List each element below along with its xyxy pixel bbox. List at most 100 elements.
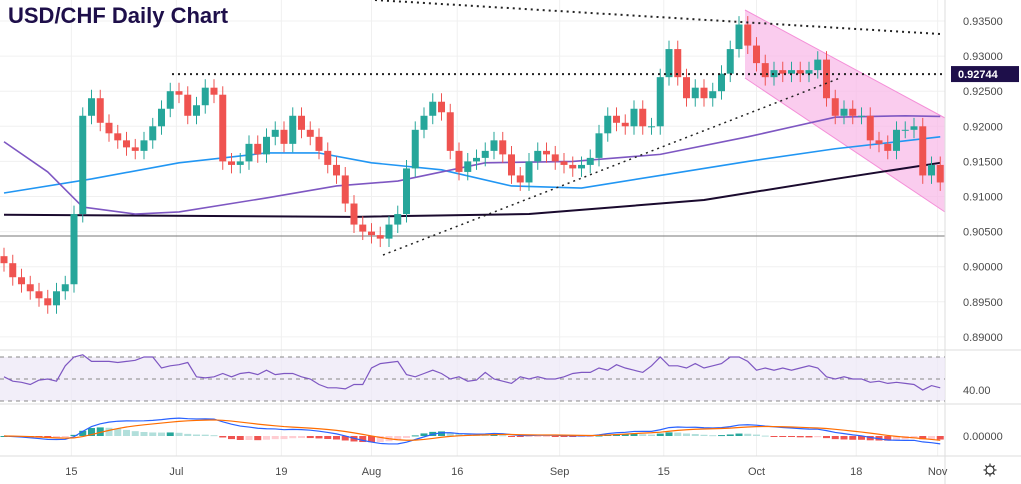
candle (718, 65, 725, 100)
candle-body (228, 161, 235, 165)
gear-tooth (992, 472, 996, 476)
macd-histogram-bar (140, 431, 148, 436)
candle (700, 79, 708, 107)
macd-histogram-bar (569, 436, 577, 437)
candle (44, 289, 52, 314)
candle-body (96, 98, 104, 123)
candle-body (438, 101, 445, 113)
candle-body (490, 140, 498, 151)
candle (315, 128, 323, 160)
candle-body (884, 143, 892, 151)
candle (219, 86, 227, 170)
macd-histogram-bar (543, 436, 550, 437)
macd-histogram-bar (403, 436, 410, 438)
resistance-trendline (374, 0, 941, 35)
candle (849, 100, 857, 125)
settings-gear-icon[interactable] (983, 463, 997, 477)
candle-body (893, 129, 900, 151)
candle (928, 156, 935, 184)
time-tick-label: Jul (169, 466, 183, 478)
candle (166, 82, 174, 118)
candle (534, 142, 542, 170)
candle (919, 117, 927, 184)
candle (149, 117, 157, 149)
candle (595, 124, 603, 167)
candle-body (709, 91, 717, 99)
candle-body (88, 98, 95, 116)
candle-body (245, 143, 253, 162)
candle-body (70, 214, 78, 285)
candle-body (481, 150, 489, 158)
candle-body (254, 143, 262, 155)
candle (586, 149, 594, 174)
candle-body (368, 231, 375, 236)
macd-histogram-bar (455, 433, 463, 436)
candle-body (18, 277, 25, 285)
macd-histogram-bar (595, 435, 603, 437)
candle-body (429, 101, 437, 116)
macd-histogram-bar (166, 432, 174, 436)
macd-histogram-bar (936, 436, 944, 440)
candle (473, 149, 480, 170)
macd-histogram-bar (823, 436, 830, 439)
candle-body (131, 147, 139, 151)
candle-body (105, 122, 113, 134)
candle-body (569, 164, 577, 169)
candle (236, 152, 244, 174)
candle-body (648, 126, 655, 128)
candle (901, 121, 909, 139)
candle-body (359, 224, 367, 232)
time-tick-label: 15 (65, 466, 77, 478)
candle (61, 275, 69, 300)
macd-histogram-bar (114, 428, 122, 436)
macd-histogram-bar (158, 432, 165, 436)
candle (96, 89, 104, 132)
macd-histogram-bar (919, 436, 927, 440)
candle-body (385, 224, 393, 239)
macd-histogram-bar (446, 432, 454, 436)
price-label-box (951, 66, 1019, 83)
candle (140, 131, 148, 160)
candle-body (543, 150, 550, 155)
macd-histogram-bar (88, 428, 95, 436)
macd-histogram-bar (761, 435, 769, 437)
candle (490, 131, 498, 160)
candle (639, 100, 647, 135)
macd-histogram-bar (175, 432, 183, 436)
macd-histogram-bar (586, 436, 594, 437)
candle (796, 61, 804, 83)
macd-histogram-bar (193, 434, 200, 436)
candle (499, 131, 507, 163)
candle (560, 152, 568, 174)
macd-histogram-bar (525, 436, 533, 437)
candle (9, 254, 17, 286)
price-tick-label: 0.89500 (963, 297, 1003, 309)
candle-body (683, 77, 690, 99)
candle-body (0, 256, 8, 264)
candle-body (236, 161, 244, 165)
candle (893, 121, 900, 160)
time-tick-label: 16 (451, 466, 463, 478)
macd-histogram-bar (263, 436, 270, 440)
chart-title: USD/CHF Daily Chart (8, 3, 229, 28)
candle (403, 159, 410, 223)
ma200-line (3, 161, 941, 218)
candle-body (201, 87, 209, 106)
macd-histogram-bar (516, 436, 524, 437)
macd-histogram-bar (665, 432, 673, 436)
macd-histogram-bar (866, 436, 874, 441)
candle (324, 142, 332, 174)
candle (158, 100, 165, 135)
candle (516, 167, 524, 191)
candle-body (656, 77, 664, 127)
macd-histogram-bar (236, 436, 244, 440)
candle-body (420, 115, 428, 130)
gear-tooth (984, 472, 988, 476)
macd-histogram-bar (560, 436, 568, 437)
candle (18, 268, 25, 293)
macd-histogram-bar (420, 433, 428, 436)
candle-body (289, 115, 297, 144)
candle-body (455, 150, 463, 172)
price-tick-label: 0.93500 (963, 16, 1003, 28)
